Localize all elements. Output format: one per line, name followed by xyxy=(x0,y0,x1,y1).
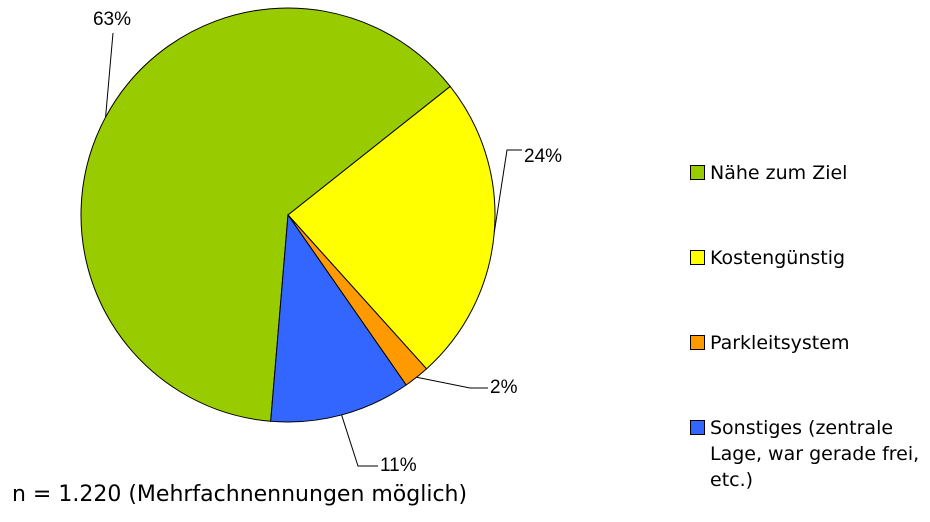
data-label: 2% xyxy=(490,377,518,398)
legend-label: Sonstiges (zentrale Lage, war gerade fre… xyxy=(710,417,920,491)
leader-line xyxy=(416,376,488,389)
legend-item: Parkleitsystem xyxy=(690,330,925,356)
pie-slice xyxy=(287,85,496,370)
legend-swatch xyxy=(690,250,705,265)
legend-swatch xyxy=(690,420,705,435)
legend-label: Nähe zum Ziel xyxy=(710,162,848,184)
leader-line xyxy=(341,414,378,467)
legend-swatch xyxy=(690,335,705,350)
legend-item: Nähe zum Ziel xyxy=(690,160,925,186)
data-label: 63% xyxy=(93,9,131,30)
data-label: 24% xyxy=(524,146,562,167)
leader-line xyxy=(493,149,522,233)
note: n = 1.220 (Mehrfachnennungen möglich) xyxy=(12,482,468,507)
leader-line xyxy=(105,32,114,118)
legend-item: Kostengünstig xyxy=(690,245,925,271)
data-label: 11% xyxy=(380,455,417,476)
legend-label: Kostengünstig xyxy=(710,247,846,269)
pie-slice xyxy=(80,7,451,422)
legend-item: Sonstiges (zentrale Lage, war gerade fre… xyxy=(690,415,925,493)
legend-label: Parkleitsystem xyxy=(710,332,850,354)
legend-swatch xyxy=(690,165,705,180)
